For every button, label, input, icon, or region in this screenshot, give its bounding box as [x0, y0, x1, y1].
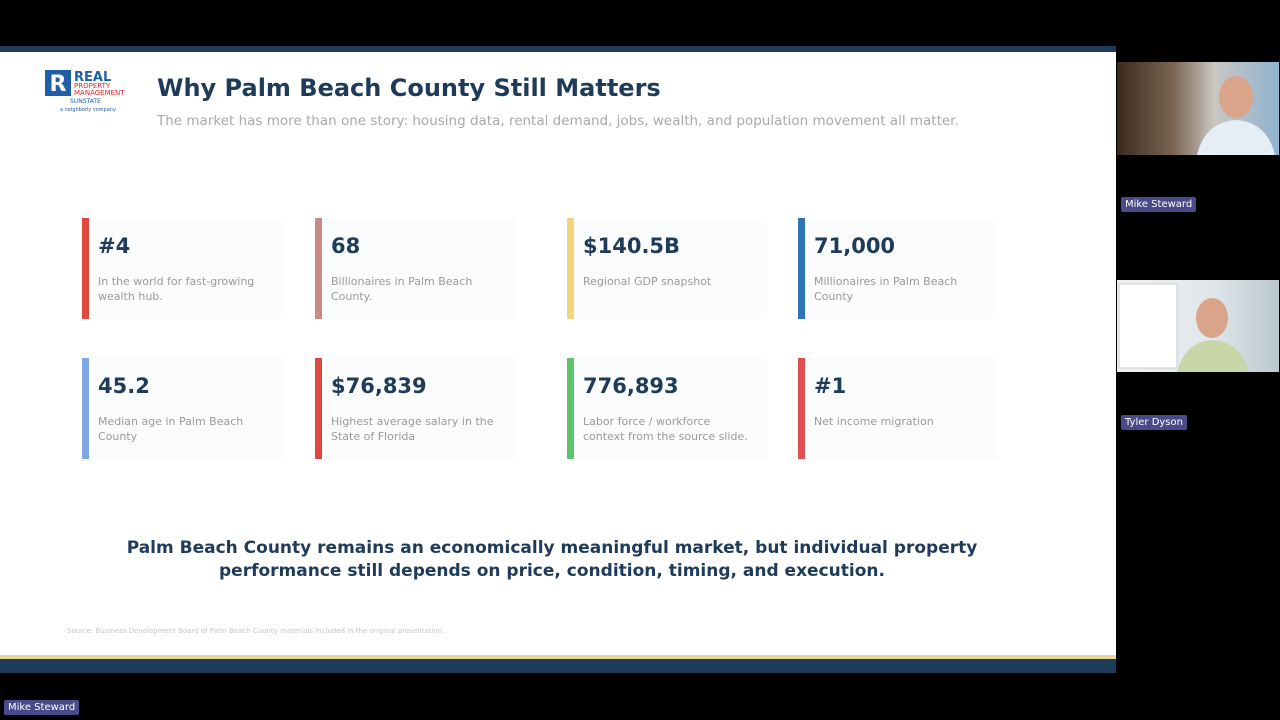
accent-bar: [798, 218, 805, 319]
stat-card: $76,839 Highest average salary in the Sta…: [315, 358, 515, 459]
logo-mark: R: [50, 72, 67, 97]
accent-bar: [567, 358, 574, 459]
stat-card: 45.2 Median age in Palm Beach County: [82, 358, 282, 459]
bottom-bar: [0, 659, 1116, 673]
person-body: [1197, 120, 1275, 155]
participant-name: Tyler Dyson: [1121, 415, 1187, 430]
person-head: [1196, 298, 1228, 338]
stat-value: #1: [814, 374, 847, 398]
video-feed: [1197, 76, 1275, 155]
stat-label: Highest average salary in the State of F…: [331, 415, 494, 443]
logo-line: MANAGEMENT: [74, 89, 125, 97]
slide-title: Why Palm Beach County Still Matters: [157, 74, 661, 102]
stat-label: Regional GDP snapshot: [583, 275, 712, 288]
stat-card: $140.5B Regional GDP snapshot: [567, 218, 767, 319]
stat-label: Millionaires in Palm Beach County: [814, 275, 958, 303]
gold-line: [0, 655, 1116, 659]
slide-subtitle: The market has more than one story: hous…: [157, 113, 959, 129]
logo-tagline: a neighborly company: [60, 107, 116, 113]
stat-label: Labor force / workforce context from the…: [583, 415, 748, 443]
stat-value: 71,000: [814, 234, 896, 258]
stat-card: 68 Billionaires in Palm Beach County.: [315, 218, 515, 319]
stat-card: 776,893 Labor force / workforce context f…: [567, 358, 767, 459]
stat-value: #4: [98, 234, 131, 258]
slide: R REAL PROPERTY MANAGEMENT SUNSTATE a ne…: [0, 46, 1116, 673]
video-feed: [1118, 283, 1249, 372]
stat-value: 45.2: [98, 374, 150, 398]
stat-value: $76,839: [331, 374, 427, 398]
stat-label: Median age in Palm Beach County: [98, 415, 244, 443]
stat-card: 71,000 Millionaires in Palm Beach County: [798, 218, 998, 319]
stat-value: $140.5B: [583, 234, 681, 258]
source-note: Source: Business Development Board of Pa…: [67, 627, 445, 635]
top-bar: [0, 46, 1116, 52]
stat-value: 68: [331, 234, 361, 258]
stat-card: #1 Net income migration: [798, 358, 998, 459]
shared-slide-thumb: [1118, 283, 1178, 369]
logo-mark-bg: [45, 70, 71, 96]
person-body: [1177, 340, 1249, 372]
active-speaker-label: Mike Steward: [4, 700, 80, 715]
stat-card: #4 In the world for fast-growing wealth h…: [82, 218, 282, 319]
logo-line: PROPERTY: [74, 82, 111, 90]
stat-label: Billionaires in Palm Beach County.: [331, 275, 473, 303]
accent-bar: [567, 218, 574, 319]
accent-bar: [798, 358, 805, 459]
video-tile[interactable]: [1117, 62, 1279, 155]
person-head: [1219, 76, 1253, 118]
logo: R REAL PROPERTY MANAGEMENT SUNSTATE a ne…: [45, 70, 125, 113]
stat-value: 776,893: [583, 374, 679, 398]
accent-bar: [315, 218, 322, 319]
accent-bar: [82, 358, 89, 459]
stat-label: Net income migration: [814, 415, 934, 428]
participant-name: Mike Steward: [1121, 197, 1197, 212]
conclusion: Palm Beach County remains an economicall…: [126, 538, 978, 581]
logo-line: SUNSTATE: [70, 98, 101, 105]
video-tile[interactable]: [1117, 280, 1279, 372]
logo-brand: REAL: [74, 70, 111, 85]
stat-label: In the world for fast-growing wealth hub…: [98, 275, 255, 303]
accent-bar: [315, 358, 322, 459]
accent-bar: [82, 218, 89, 319]
